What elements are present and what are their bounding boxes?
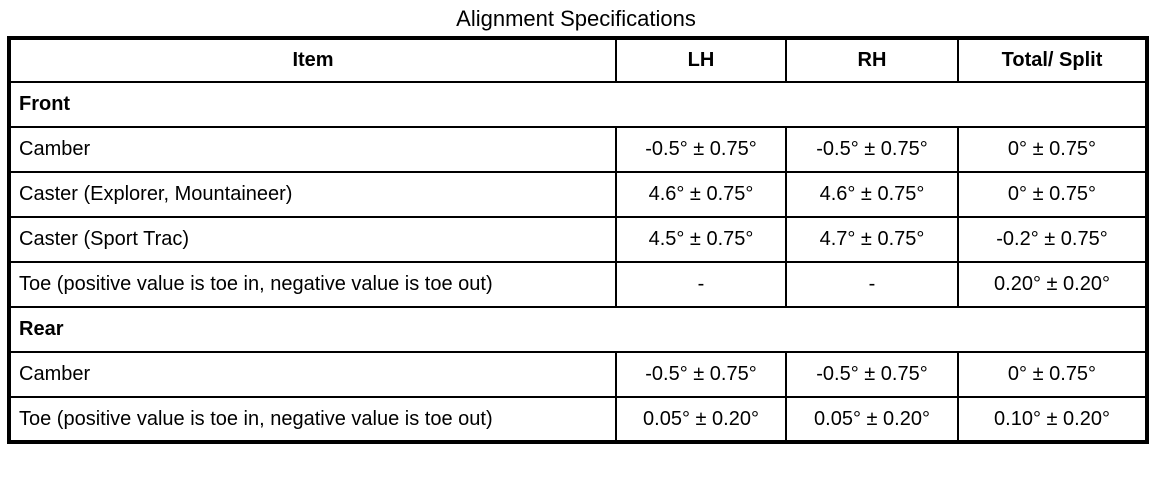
table-row: Caster (Explorer, Mountaineer) 4.6° ± 0.…: [8, 171, 1148, 218]
rh-value: -: [785, 261, 959, 308]
total-value: 0° ± 0.75°: [957, 126, 1148, 173]
rh-value: -0.5° ± 0.75°: [785, 126, 959, 173]
rh-value: 4.7° ± 0.75°: [785, 216, 959, 263]
rh-value: -0.5° ± 0.75°: [785, 351, 959, 398]
total-value: 0° ± 0.75°: [957, 351, 1148, 398]
table-row: Camber -0.5° ± 0.75° -0.5° ± 0.75° 0° ± …: [8, 351, 1148, 398]
lh-value: 4.5° ± 0.75°: [615, 216, 787, 263]
item-cell: Toe (positive value is toe in, negative …: [8, 396, 617, 443]
lh-value: 4.6° ± 0.75°: [615, 171, 787, 218]
table-row: Camber -0.5° ± 0.75° -0.5° ± 0.75° 0° ± …: [8, 126, 1148, 173]
section-header-rear: Rear: [8, 306, 1148, 353]
lh-value: -0.5° ± 0.75°: [615, 126, 787, 173]
total-value: 0.20° ± 0.20°: [957, 261, 1148, 308]
section-header-front: Front: [8, 81, 1148, 128]
total-value: 0° ± 0.75°: [957, 171, 1148, 218]
item-cell: Camber: [8, 126, 617, 173]
lh-value: -: [615, 261, 787, 308]
section-row-rear: Rear: [8, 306, 1148, 353]
total-value: 0.10° ± 0.20°: [957, 396, 1148, 443]
item-cell: Caster (Sport Trac): [8, 216, 617, 263]
item-cell: Toe (positive value is toe in, negative …: [8, 261, 617, 308]
item-cell: Caster (Explorer, Mountaineer): [8, 171, 617, 218]
column-header-total-split: Total/ Split: [957, 37, 1148, 83]
column-header-lh: LH: [615, 37, 787, 83]
column-header-item: Item: [8, 37, 617, 83]
table-row: Caster (Sport Trac) 4.5° ± 0.75° 4.7° ± …: [8, 216, 1148, 263]
total-value: -0.2° ± 0.75°: [957, 216, 1148, 263]
lh-value: 0.05° ± 0.20°: [615, 396, 787, 443]
header-row: Item LH RH Total/ Split: [8, 37, 1148, 83]
alignment-spec-table: Item LH RH Total/ Split Front Camber -0.…: [7, 36, 1149, 444]
column-header-rh: RH: [785, 37, 959, 83]
item-cell: Camber: [8, 351, 617, 398]
page-title: Alignment Specifications: [456, 6, 696, 31]
table-row: Toe (positive value is toe in, negative …: [8, 261, 1148, 308]
lh-value: -0.5° ± 0.75°: [615, 351, 787, 398]
table-row: Toe (positive value is toe in, negative …: [8, 396, 1148, 443]
rh-value: 4.6° ± 0.75°: [785, 171, 959, 218]
rh-value: 0.05° ± 0.20°: [785, 396, 959, 443]
section-row-front: Front: [8, 81, 1148, 128]
